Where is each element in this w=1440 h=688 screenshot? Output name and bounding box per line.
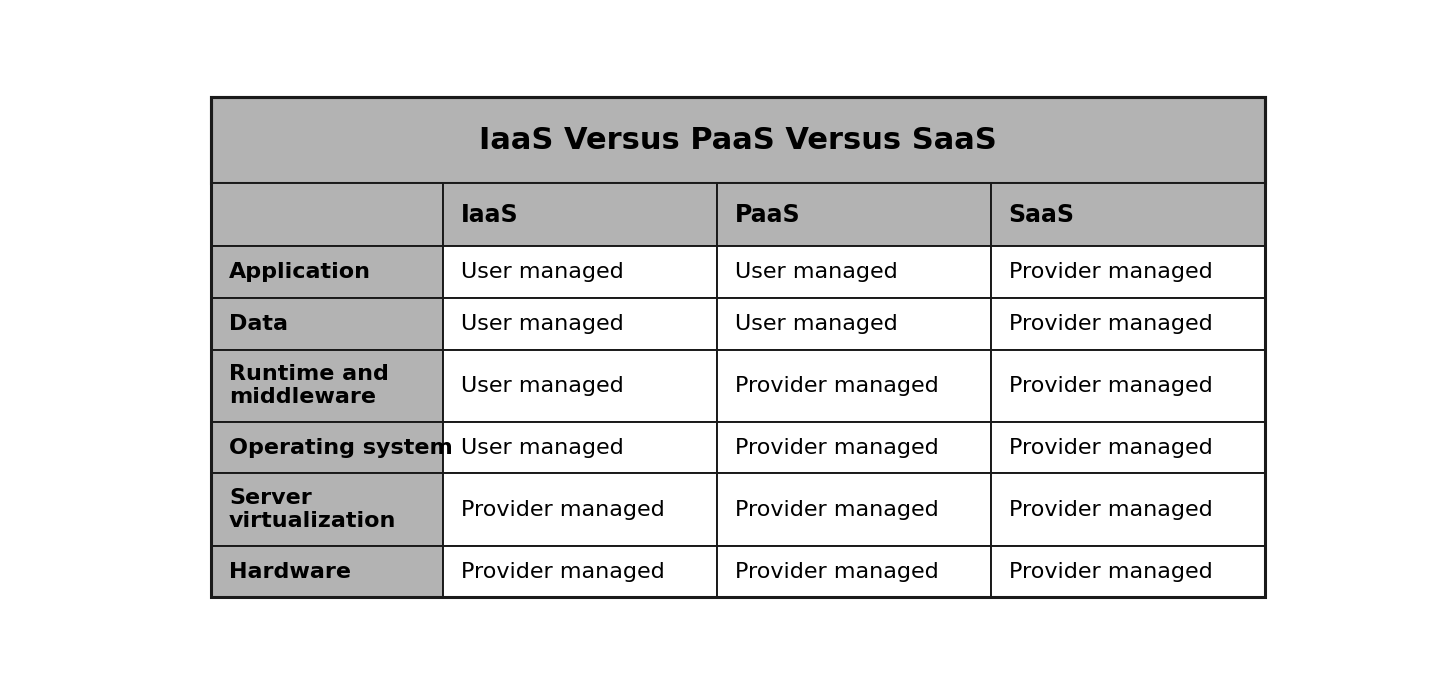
Text: User managed: User managed	[461, 438, 624, 458]
Text: Provider managed: Provider managed	[1008, 262, 1212, 282]
Bar	[991, 246, 1264, 298]
Text: Provider managed: Provider managed	[1008, 561, 1212, 582]
Text: IaaS Versus PaaS Versus SaaS: IaaS Versus PaaS Versus SaaS	[480, 126, 996, 155]
Text: User managed: User managed	[461, 262, 624, 282]
Bar	[717, 473, 991, 546]
Bar	[212, 183, 444, 246]
Bar	[717, 350, 991, 422]
Bar	[444, 246, 717, 298]
Text: Provider managed: Provider managed	[1008, 314, 1212, 334]
Text: Server
virtualization: Server virtualization	[229, 488, 396, 531]
Text: SaaS: SaaS	[1008, 202, 1074, 226]
Bar	[444, 546, 717, 597]
Text: Data: Data	[229, 314, 288, 334]
Bar	[444, 298, 717, 350]
Bar	[444, 183, 717, 246]
Text: Runtime and
middleware: Runtime and middleware	[229, 364, 389, 407]
Bar	[444, 473, 717, 546]
Bar	[444, 422, 717, 473]
Text: Provider managed: Provider managed	[1008, 376, 1212, 396]
Text: User managed: User managed	[734, 262, 897, 282]
Bar	[212, 546, 444, 597]
Text: Provider managed: Provider managed	[734, 438, 939, 458]
Bar	[212, 422, 444, 473]
Text: Provider managed: Provider managed	[734, 499, 939, 519]
Bar	[717, 546, 991, 597]
Text: User managed: User managed	[461, 314, 624, 334]
Text: Provider managed: Provider managed	[461, 561, 665, 582]
Text: Provider managed: Provider managed	[734, 561, 939, 582]
Bar	[717, 183, 991, 246]
Bar	[212, 350, 444, 422]
Text: Application: Application	[229, 262, 372, 282]
Bar	[717, 422, 991, 473]
Text: Operating system: Operating system	[229, 438, 452, 458]
Bar	[991, 546, 1264, 597]
Text: User managed: User managed	[734, 314, 897, 334]
Text: IaaS: IaaS	[461, 202, 518, 226]
Bar	[717, 246, 991, 298]
Bar	[444, 350, 717, 422]
Bar	[991, 350, 1264, 422]
Bar	[991, 422, 1264, 473]
Bar	[991, 473, 1264, 546]
Bar	[991, 298, 1264, 350]
Bar	[212, 246, 444, 298]
Text: Provider managed: Provider managed	[1008, 499, 1212, 519]
Bar	[212, 473, 444, 546]
Bar	[717, 298, 991, 350]
Text: Provider managed: Provider managed	[461, 499, 665, 519]
Bar	[991, 183, 1264, 246]
Bar	[212, 298, 444, 350]
Text: Hardware: Hardware	[229, 561, 351, 582]
Text: User managed: User managed	[461, 376, 624, 396]
Bar	[212, 98, 1264, 183]
Text: PaaS: PaaS	[734, 202, 801, 226]
Text: Provider managed: Provider managed	[734, 376, 939, 396]
Text: Provider managed: Provider managed	[1008, 438, 1212, 458]
